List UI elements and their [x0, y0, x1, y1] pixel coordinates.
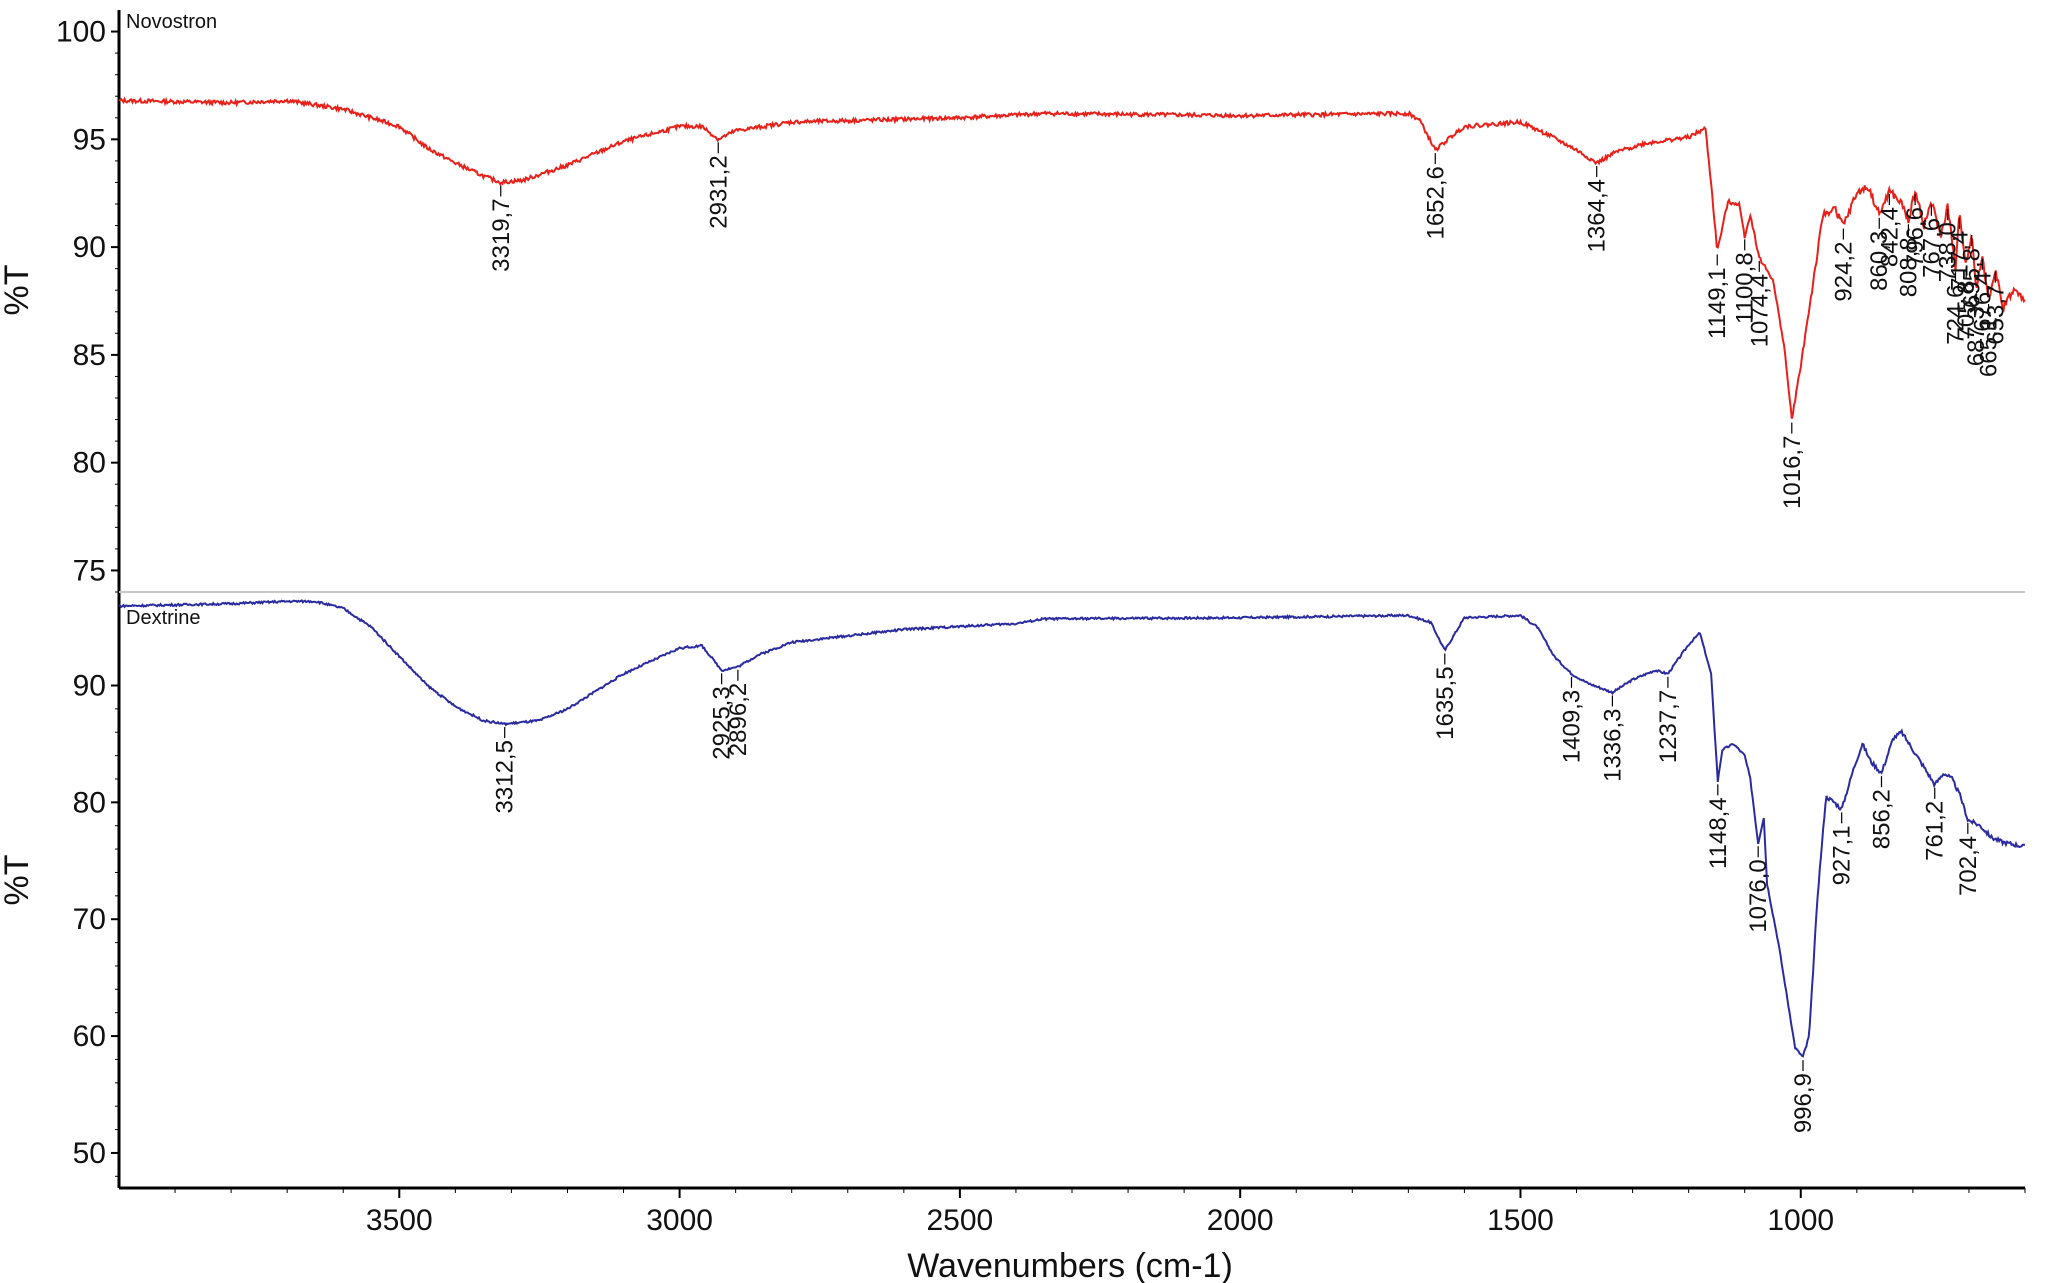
plot-frame [117, 10, 2025, 1190]
peak-label: 808,8 [1895, 237, 1922, 297]
peak-label: 927,1 [1829, 825, 1856, 885]
peak-label: 2925,3 [709, 686, 736, 759]
peak-label: 1149,1 [1704, 267, 1731, 339]
peak-label: 842,4 [1876, 207, 1903, 267]
peak-label: 702,4 [1955, 836, 1982, 896]
peak-label: 724,6 [1942, 285, 1969, 345]
peak-label: 665,1 [1976, 317, 2003, 377]
peak-label: 796,6 [1902, 207, 1929, 267]
peak-label: 1364,4 [1584, 179, 1611, 252]
spectra-panels: 100 95 90 85 80 75 %T Novostron 3319,7 2931,2 1652… [0, 11, 2026, 1177]
y-tick-label: 85 [73, 339, 106, 372]
panel-novostron: 100 95 90 85 80 75 %T Novostron 3319,7 2931,2 1652… [0, 11, 2026, 593]
y-axis-title: %T [0, 265, 36, 316]
panel-name: Dextrine [126, 607, 200, 629]
x-tick-label: 3500 [366, 1204, 433, 1237]
peak-label: 924,2 [1830, 242, 1857, 302]
peak-label: 1148,4 [1705, 797, 1732, 869]
peak-label: 3312,5 [492, 740, 519, 813]
peak-label: 695,8 [1959, 248, 1986, 308]
peak-label: 1336,3 [1599, 709, 1626, 782]
panel-name: Novostron [126, 11, 217, 33]
peak-label: 1652,6 [1422, 166, 1449, 239]
peak-label: 1074,4 [1746, 274, 1773, 347]
y-tick-label: 70 [73, 903, 106, 936]
y-tick-label: 80 [73, 786, 106, 819]
x-tick-label: 1000 [1767, 1204, 1834, 1237]
x-axis: 3500 3000 2500 2000 1500 1000 [174, 1188, 2026, 1237]
spectrum-line [118, 599, 2026, 1058]
peak-label: 1076,0 [1745, 859, 1772, 932]
peak-label: 1237,7 [1655, 690, 1682, 763]
peak-label: 3319,7 [488, 198, 515, 271]
y-tick-label: 90 [73, 231, 106, 264]
peak-label: 856,2 [1868, 789, 1895, 849]
peak-label: 2931,2 [705, 155, 732, 228]
y-tick-label: 100 [56, 16, 106, 49]
peak-label: 996,9 [1790, 1073, 1817, 1133]
y-tick-label: 60 [73, 1020, 106, 1053]
peak-label: 860,3 [1866, 231, 1893, 291]
y-axis-title: %T [0, 855, 36, 906]
x-tick-label: 1500 [1487, 1204, 1554, 1237]
peak-label: 738,0 [1935, 222, 1962, 282]
peak-label: 1635,5 [1432, 666, 1459, 739]
x-tick-label: 2000 [1207, 1204, 1274, 1237]
peak-label: 761,2 [1922, 801, 1949, 861]
peak-label: 1409,3 [1558, 690, 1585, 763]
y-tick-label: 50 [73, 1137, 106, 1170]
x-tick-label: 2500 [927, 1204, 994, 1237]
peak-label: 687,3 [1963, 306, 1990, 366]
y-tick-label: 90 [73, 669, 106, 702]
y-tick-label: 75 [73, 554, 106, 587]
peak-label: 1016,7 [1779, 436, 1806, 509]
y-tick-label: 80 [73, 447, 106, 480]
peak-label: 2896,2 [725, 683, 752, 756]
peak-label: 1100,8 [1732, 252, 1759, 324]
peak-label: 676,4 [1969, 272, 1996, 332]
peak-label: 705,8 [1953, 280, 1980, 340]
y-tick-label: 95 [73, 123, 106, 156]
peak-label: 767,6 [1918, 218, 1945, 278]
x-tick-label: 3000 [646, 1204, 713, 1237]
peak-label: 717,4 [1946, 231, 1973, 291]
spectrum-line [118, 96, 2026, 419]
x-axis-title: Wavenumbers (cm-1) [907, 1247, 1233, 1283]
peak-label: 653,7 [1982, 285, 2009, 345]
